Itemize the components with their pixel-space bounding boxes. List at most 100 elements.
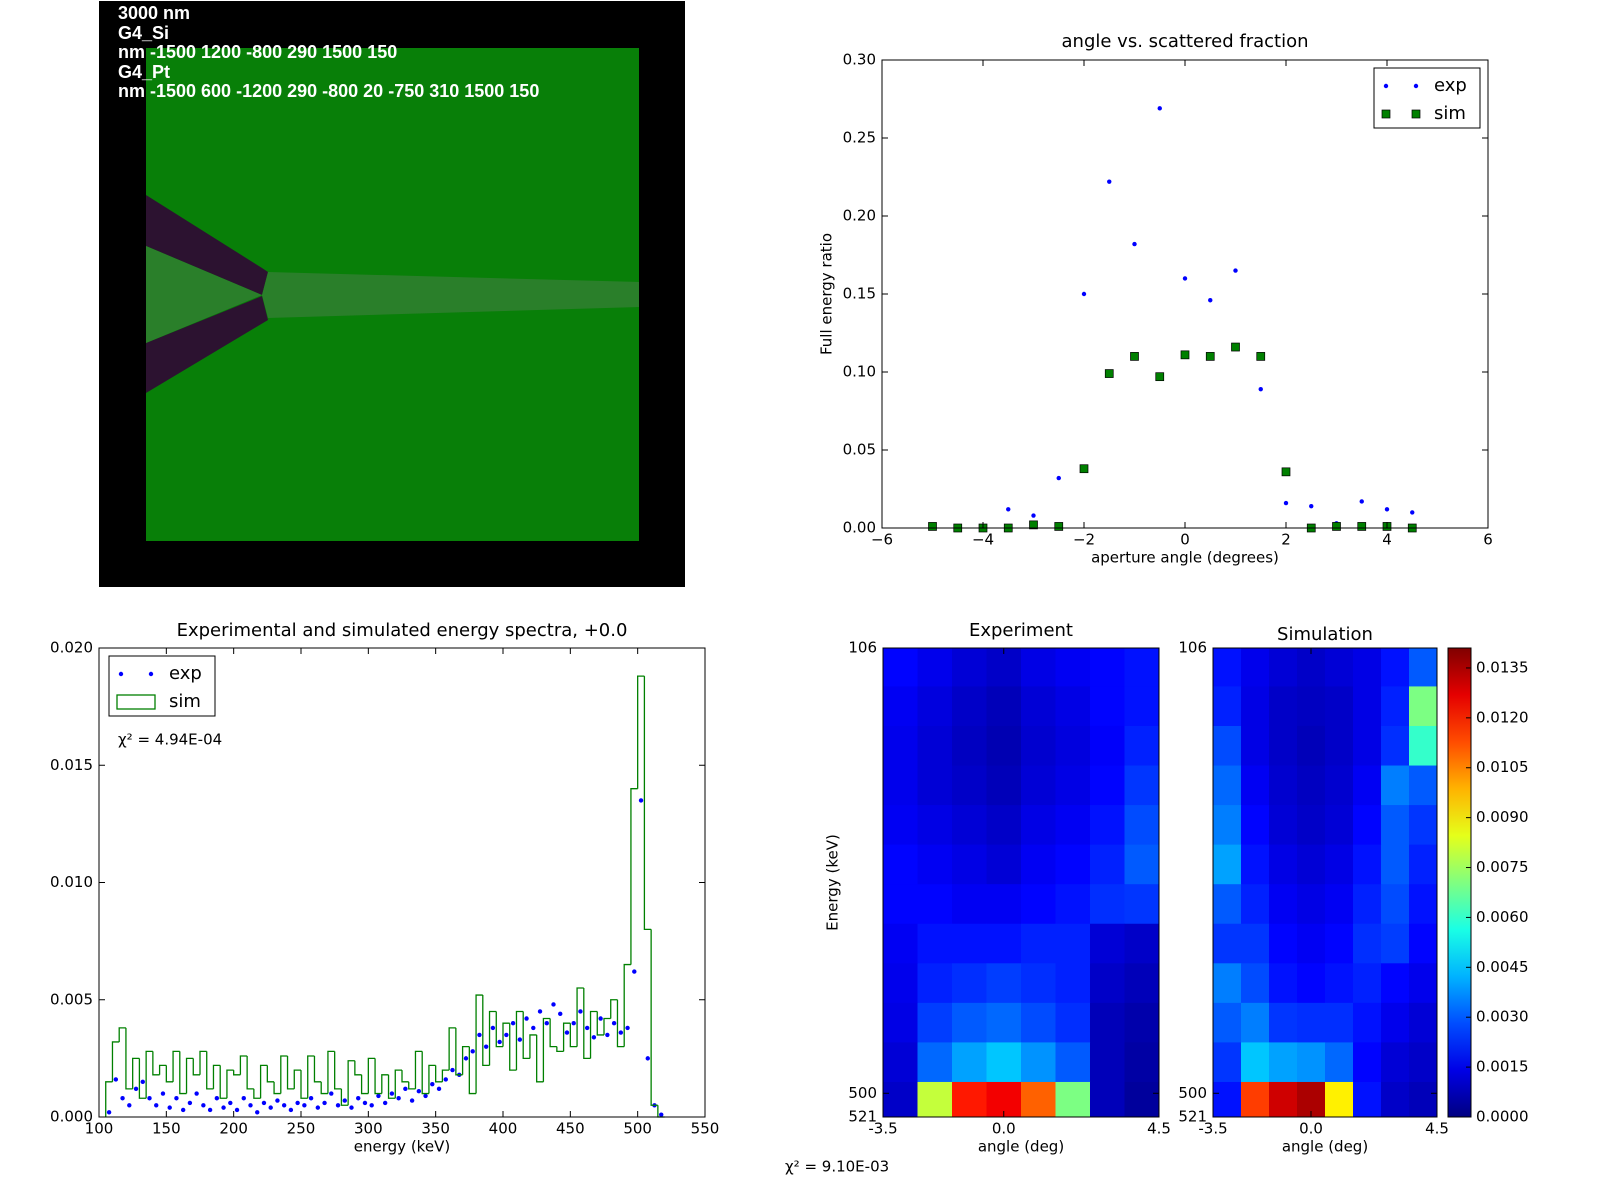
exp-marker: [308, 1096, 314, 1101]
heatmap-cell: [1297, 725, 1326, 767]
exp-marker: [423, 1093, 428, 1099]
histogram-step: [212, 1064, 221, 1089]
heatmap-cell: [986, 725, 1022, 767]
exp-marker: [564, 1030, 570, 1035]
geometry-label: G4_Si: [118, 23, 169, 43]
exp-marker: [1006, 507, 1011, 512]
histogram-step: [610, 999, 618, 1019]
histogram-step: [515, 1010, 524, 1071]
histogram-step: [637, 675, 645, 789]
x-tick-label: 4: [1382, 531, 1392, 549]
histogram-step: [488, 1010, 497, 1066]
exp-marker: [369, 1103, 374, 1108]
heatmap-cell: [1325, 686, 1354, 727]
y-tick-label: 0.25: [843, 129, 876, 147]
heatmap-cell: [1297, 648, 1326, 687]
heatmap-cell: [1021, 1081, 1056, 1118]
heatmap-cell: [917, 805, 953, 846]
footnote: χ² = 9.10E-03: [785, 1158, 889, 1176]
x-axis-label: energy (keV): [354, 1138, 450, 1156]
histogram-step: [111, 1041, 120, 1082]
heatmap-cell: [1409, 1042, 1438, 1083]
heatmap-cell: [986, 923, 1022, 964]
y-tick-label: 500: [848, 1084, 877, 1102]
heatmap-cell: [1409, 884, 1438, 925]
histogram-step: [206, 1051, 214, 1090]
exp-marker: [638, 798, 644, 803]
colorbar-tick-label: 0.0105: [1476, 758, 1529, 776]
heatmap-cell: [1325, 844, 1354, 885]
geometry-panel: 3000 nm G4_Si nm -1500 1200 -800 290 150…: [99, 1, 685, 587]
exp-marker: [1182, 276, 1188, 281]
exp-marker: [1309, 503, 1314, 509]
exp-marker: [625, 1025, 630, 1031]
heatmap-cell: [917, 725, 953, 767]
heatmap-cell: [1269, 884, 1298, 925]
heatmap-cell: [1055, 963, 1091, 1004]
exp-marker: [180, 1107, 186, 1113]
sim-marker: [928, 522, 937, 531]
legend-marker: [118, 671, 124, 677]
x-tick-label: 300: [354, 1120, 383, 1138]
exp-marker: [537, 1009, 543, 1014]
heatmap-cell: [1090, 725, 1125, 767]
x-tick-label: 0.0: [1299, 1120, 1323, 1138]
heatmap-cell: [1124, 884, 1160, 925]
heatmap-cell: [1381, 1081, 1410, 1118]
histogram-step: [576, 987, 584, 1047]
heatmap-cell: [917, 686, 953, 727]
histogram-step: [408, 1081, 416, 1090]
histogram-step: [421, 1051, 429, 1095]
histogram-step: [650, 929, 658, 1106]
heatmap-cell: [986, 648, 1022, 687]
heatmap-cell: [1325, 963, 1354, 1004]
legend-marker: [1411, 109, 1421, 119]
sim-marker: [1054, 522, 1064, 531]
exp-marker: [201, 1103, 206, 1108]
beam-region: [262, 272, 639, 318]
heatmap-cell: [883, 1081, 918, 1118]
heatmap-cell: [1021, 1042, 1056, 1083]
heatmap-cell: [1090, 884, 1125, 925]
legend-box: [108, 655, 216, 717]
heatmap-cell: [1241, 1042, 1270, 1083]
heatmap-cell: [917, 963, 953, 1004]
heatmap-cell: [986, 1042, 1022, 1083]
exp-marker: [106, 1110, 112, 1115]
exp-marker: [288, 1107, 294, 1113]
heatmap-cell: [952, 1002, 987, 1043]
heatmap-cell: [917, 765, 953, 806]
exp-marker: [302, 1103, 307, 1108]
legend-label: sim: [1434, 103, 1466, 124]
x-tick-label: 4.5: [1425, 1120, 1449, 1138]
heatmap-cell: [1325, 648, 1354, 687]
exp-marker: [174, 1096, 179, 1101]
x-tick-label: 200: [219, 1120, 248, 1138]
histogram-step: [569, 1023, 578, 1048]
exp-marker: [140, 1079, 145, 1085]
exp-marker: [241, 1096, 246, 1101]
heatmap-cell: [1353, 1002, 1382, 1043]
heatmap-cell: [1021, 686, 1056, 727]
platinum-region: [146, 195, 268, 295]
legend-label: sim: [169, 691, 201, 712]
heatmap-cell: [1409, 686, 1438, 727]
heatmap-cell: [1021, 923, 1056, 964]
histogram-step: [394, 1069, 402, 1099]
exp-marker: [1258, 386, 1263, 392]
exp-marker: [154, 1103, 159, 1108]
exp-marker: [470, 1049, 475, 1054]
histogram-step: [401, 1070, 409, 1083]
heatmap-cell: [1353, 884, 1382, 925]
y-tick-label: 521: [848, 1108, 877, 1126]
heatmap-cell: [1055, 923, 1091, 964]
histogram-step: [630, 788, 638, 965]
heatmap-cell: [1241, 884, 1270, 925]
chart-title: Experiment: [969, 620, 1073, 641]
y-tick-label: 0.15: [843, 285, 876, 303]
heatmap-cell: [1297, 963, 1326, 1004]
histogram-step: [360, 1074, 369, 1095]
heatmap-cell: [1325, 1081, 1354, 1118]
y-tick-label: 0.005: [50, 990, 93, 1008]
histogram-step: [219, 1065, 227, 1099]
